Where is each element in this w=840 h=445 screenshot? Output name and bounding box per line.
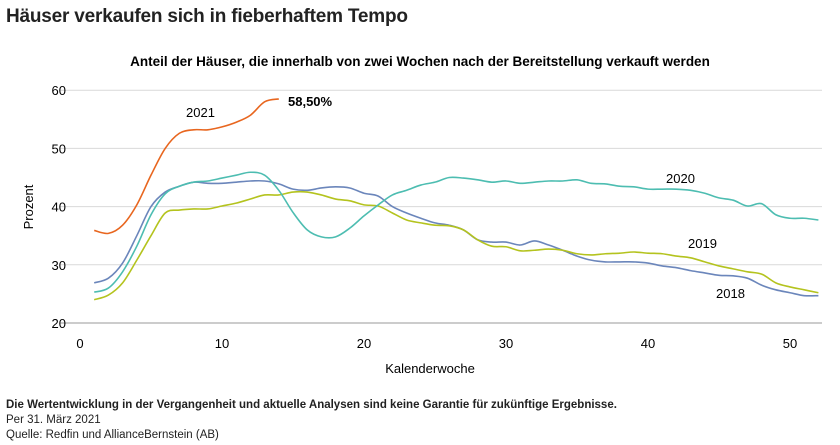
series-line-2019: [93, 190, 819, 301]
series-line-2021: [93, 98, 279, 235]
series-label-2018: 2018: [716, 286, 745, 301]
y-tick-label: 30: [52, 258, 66, 273]
y-tick-label: 50: [52, 141, 66, 156]
disclaimer: Die Wertentwicklung in der Vergangenheit…: [6, 399, 617, 411]
x-tick-label: 40: [641, 336, 655, 351]
series-line-2020: [93, 171, 819, 293]
series-label-2020: 2020: [666, 171, 695, 186]
x-tick-label: 30: [499, 336, 513, 351]
x-tick-label: 20: [357, 336, 371, 351]
footnotes: Die Wertentwicklung in der Vergangenheit…: [6, 398, 617, 443]
y-tick-label: 60: [52, 83, 66, 98]
line-chart: Anteil der Häuser, die innerhalb von zwe…: [21, 54, 822, 376]
as-of-date: Per 31. März 2021: [6, 414, 101, 426]
y-axis-label: Prozent: [21, 184, 36, 229]
source: Quelle: Redfin und AllianceBernstein (AB…: [6, 429, 219, 441]
series-label-2021: 2021: [186, 105, 215, 120]
series-label-2019: 2019: [688, 236, 717, 251]
x-tick-label: 0: [76, 336, 83, 351]
annotation-latest-value: 58,50%: [288, 94, 333, 109]
y-tick-label: 40: [52, 200, 66, 215]
x-tick-label: 10: [215, 336, 229, 351]
x-tick-label: 50: [783, 336, 797, 351]
y-tick-label: 20: [52, 316, 66, 331]
x-axis-label: Kalenderwoche: [385, 361, 475, 376]
chart-title: Anteil der Häuser, die innerhalb von zwe…: [130, 54, 710, 69]
page-title: Häuser verkaufen sich in fieberhaftem Te…: [6, 6, 408, 27]
